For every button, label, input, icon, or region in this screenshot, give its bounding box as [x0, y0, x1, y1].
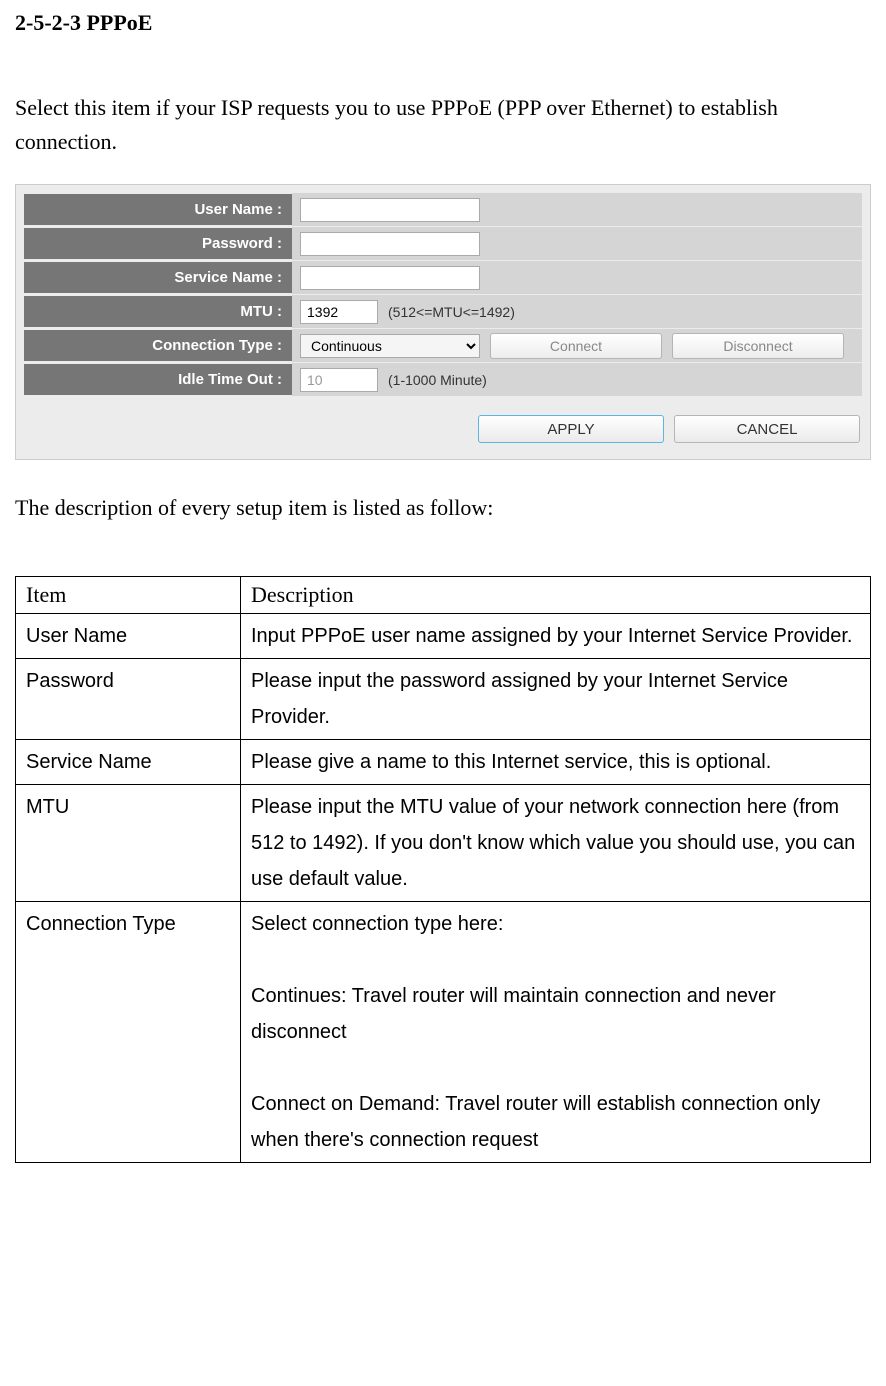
label-mtu: MTU :: [24, 296, 292, 327]
section-heading: 2-5-2-3 PPPoE: [15, 10, 871, 36]
cell-item: Password: [16, 659, 241, 740]
row-connectiontype: Connection Type : Continuous Connect Dis…: [24, 329, 862, 362]
row-servicename: Service Name :: [24, 261, 862, 294]
table-row: Password Please input the password assig…: [16, 659, 871, 740]
value-password: [292, 227, 862, 260]
servicename-input[interactable]: [300, 266, 480, 290]
connectiontype-select[interactable]: Continuous: [300, 334, 480, 358]
value-username: [292, 193, 862, 226]
table-row: MTU Please input the MTU value of your n…: [16, 785, 871, 902]
password-input[interactable]: [300, 232, 480, 256]
label-username: User Name :: [24, 194, 292, 225]
table-row: Connection Type Select connection type h…: [16, 902, 871, 1163]
connect-button[interactable]: Connect: [490, 333, 662, 359]
table-row: Service Name Please give a name to this …: [16, 740, 871, 785]
table-row: User Name Input PPPoE user name assigned…: [16, 614, 871, 659]
description-intro: The description of every setup item is l…: [15, 495, 871, 521]
cancel-button[interactable]: CANCEL: [674, 415, 860, 443]
cell-desc: Please input the password assigned by yo…: [241, 659, 871, 740]
cell-desc: Please input the MTU value of your netwo…: [241, 785, 871, 902]
cell-item: Service Name: [16, 740, 241, 785]
label-connectiontype: Connection Type :: [24, 330, 292, 361]
row-password: Password :: [24, 227, 862, 260]
cell-desc: Please give a name to this Internet serv…: [241, 740, 871, 785]
intro-text: Select this item if your ISP requests yo…: [15, 91, 871, 159]
config-panel: User Name : Password : Service Name : MT…: [15, 184, 871, 460]
row-mtu: MTU : (512<=MTU<=1492): [24, 295, 862, 328]
action-bar: APPLY CANCEL: [24, 397, 862, 451]
value-servicename: [292, 261, 862, 294]
cell-item: MTU: [16, 785, 241, 902]
username-input[interactable]: [300, 198, 480, 222]
row-username: User Name :: [24, 193, 862, 226]
cell-desc: Select connection type here: Continues: …: [241, 902, 871, 1163]
label-password: Password :: [24, 228, 292, 259]
mtu-input[interactable]: [300, 300, 378, 324]
cell-item: User Name: [16, 614, 241, 659]
table-header-desc: Description: [241, 577, 871, 614]
table-header-item: Item: [16, 577, 241, 614]
label-servicename: Service Name :: [24, 262, 292, 293]
cell-item: Connection Type: [16, 902, 241, 1163]
value-idletimeout: (1-1000 Minute): [292, 363, 862, 396]
row-idletimeout: Idle Time Out : (1-1000 Minute): [24, 363, 862, 396]
description-table: Item Description User Name Input PPPoE u…: [15, 576, 871, 1163]
disconnect-button[interactable]: Disconnect: [672, 333, 844, 359]
mtu-hint: (512<=MTU<=1492): [388, 304, 515, 320]
cell-desc: Input PPPoE user name assigned by your I…: [241, 614, 871, 659]
value-mtu: (512<=MTU<=1492): [292, 295, 862, 328]
idletimeout-input: [300, 368, 378, 392]
idletimeout-hint: (1-1000 Minute): [388, 372, 487, 388]
label-idletimeout: Idle Time Out :: [24, 364, 292, 395]
value-connectiontype: Continuous Connect Disconnect: [292, 329, 862, 362]
apply-button[interactable]: APPLY: [478, 415, 664, 443]
